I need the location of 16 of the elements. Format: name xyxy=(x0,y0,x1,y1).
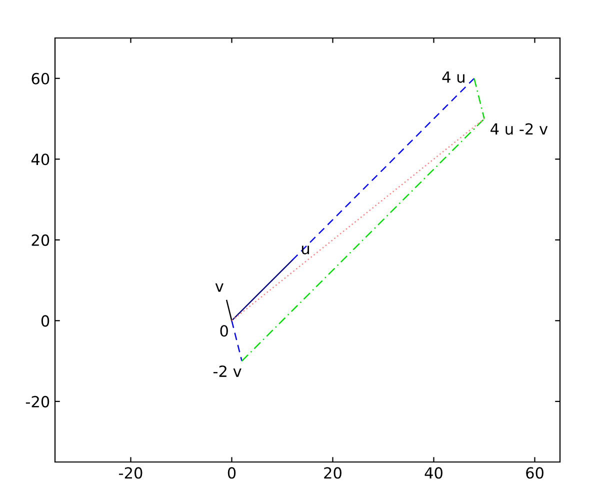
x-tick-label: 0 xyxy=(228,467,236,479)
annotation: v xyxy=(215,283,224,292)
annotation: 0 xyxy=(220,325,228,337)
annotation: 4 u xyxy=(442,71,464,83)
x-tick-label: 60 xyxy=(526,467,544,479)
annotation: 4 u -2 v xyxy=(490,123,548,135)
x-tick-label: 20 xyxy=(324,467,342,479)
annotation: -2 v xyxy=(213,365,242,377)
x-tick-label: -20 xyxy=(119,467,142,479)
y-tick-label: 40 xyxy=(31,154,50,166)
y-tick-label: 20 xyxy=(32,234,50,246)
y-tick-label: -20 xyxy=(26,396,50,408)
y-tick-label: 0 xyxy=(41,315,50,327)
y-tick-label: 60 xyxy=(32,72,50,84)
x-tick-label: 40 xyxy=(424,467,442,479)
annotation: u xyxy=(302,246,309,254)
